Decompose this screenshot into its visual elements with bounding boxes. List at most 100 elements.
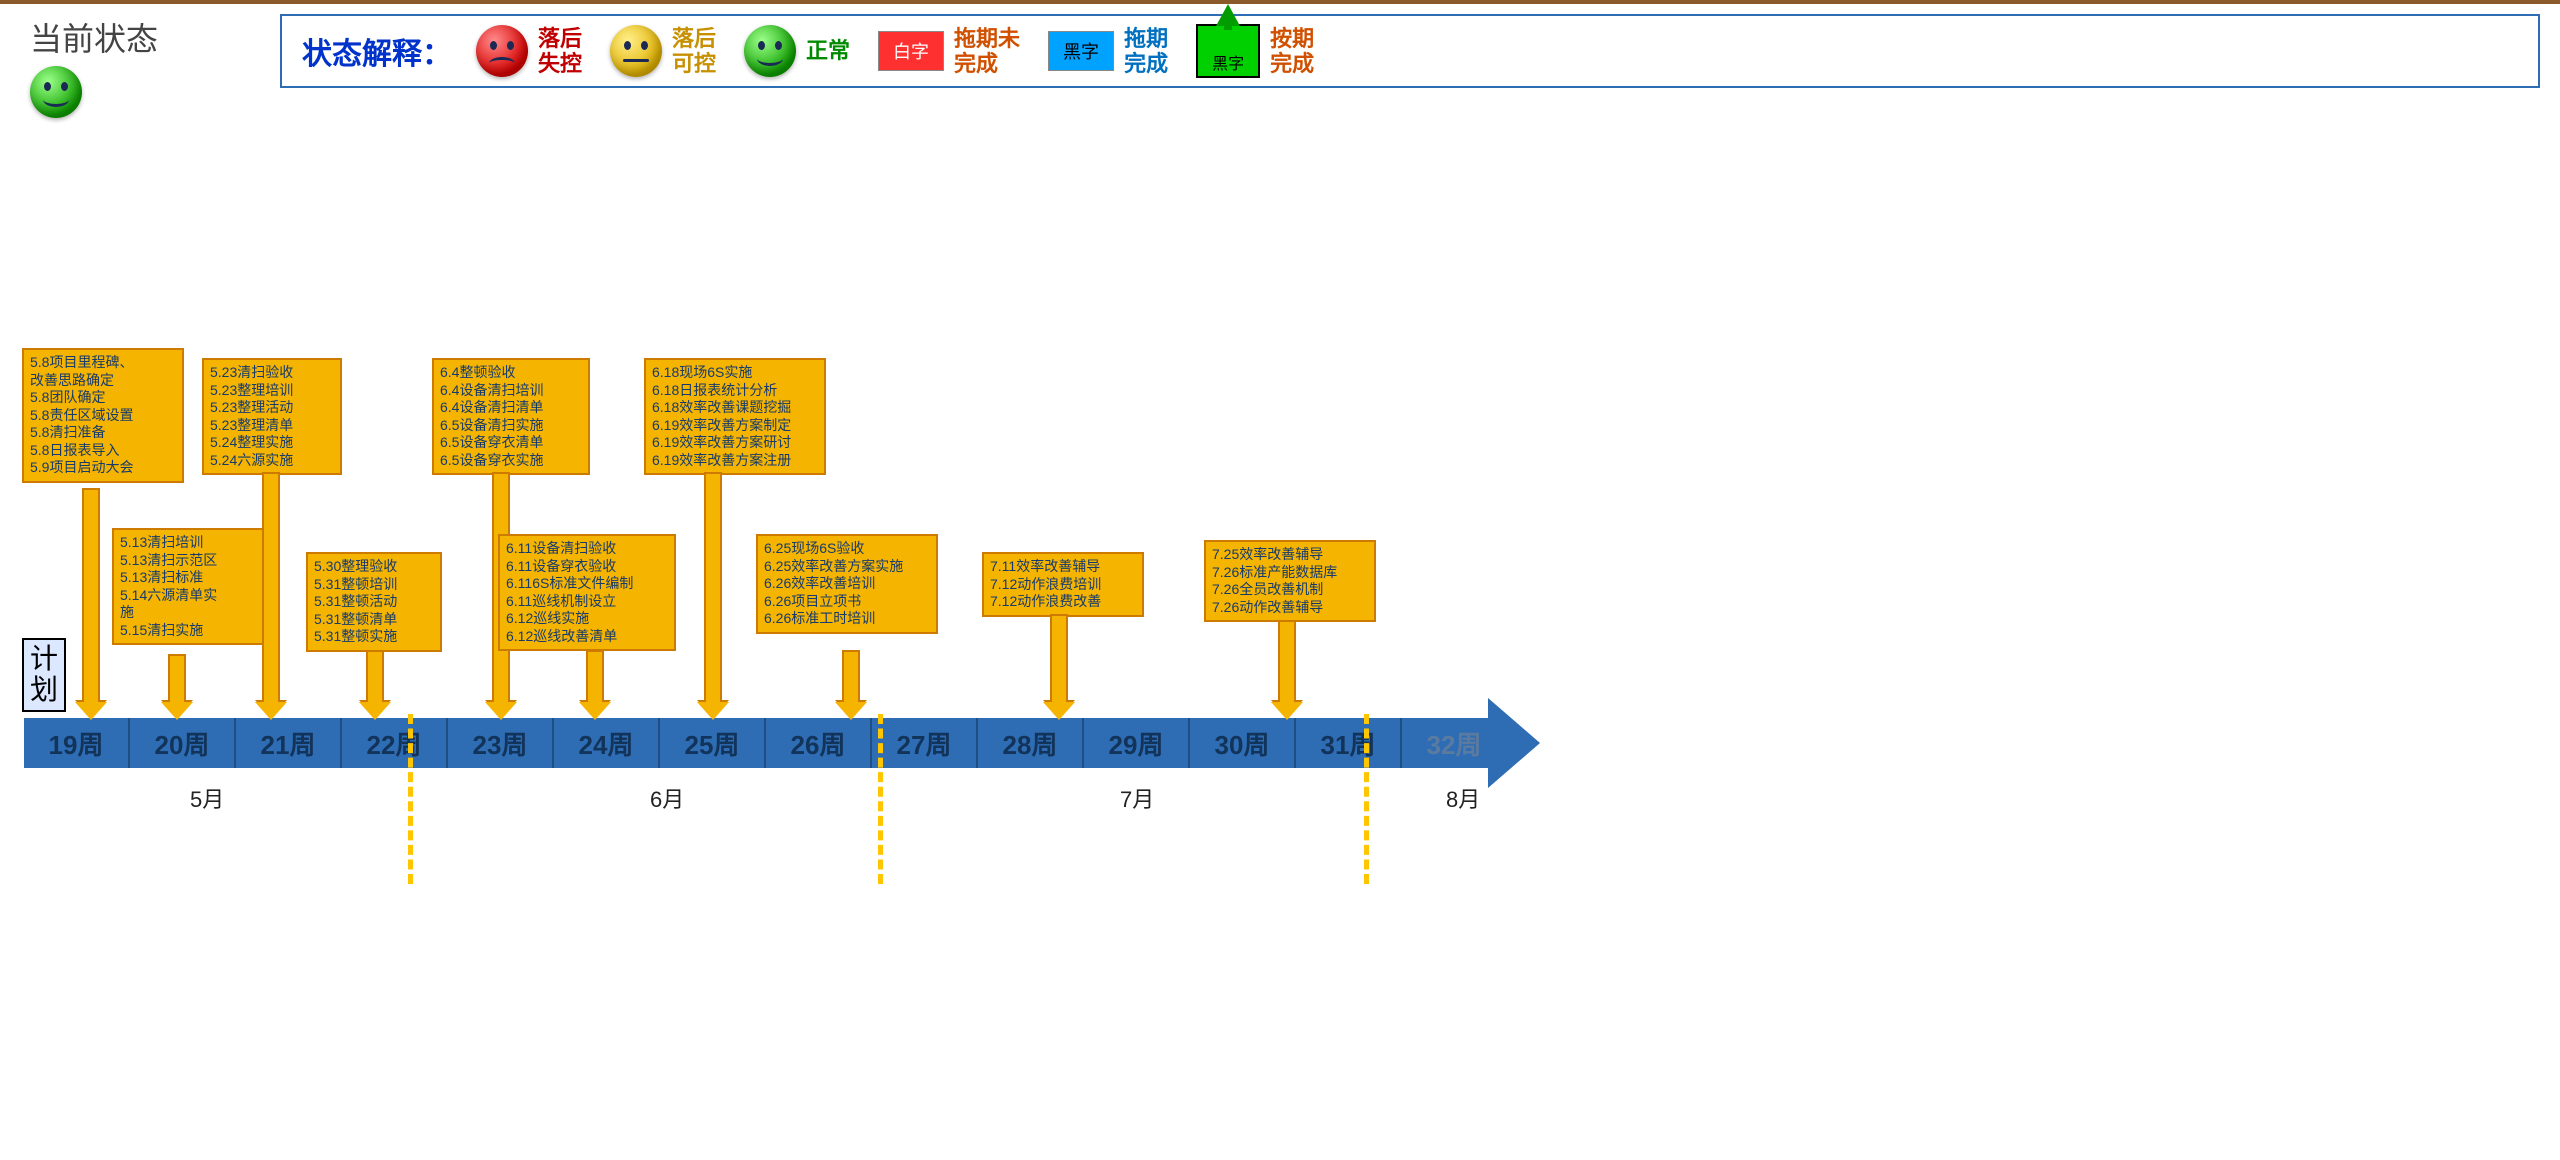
task-line: 5.24六源实施: [210, 452, 334, 470]
task-line: 6.4整顿验收: [440, 364, 582, 382]
task-line: 7.26动作改善辅导: [1212, 599, 1368, 617]
task-line: 5.8项目里程碑、: [30, 354, 176, 372]
task-line: 7.12动作浪费改善: [990, 593, 1136, 611]
task-line: 5.13清扫标准: [120, 569, 266, 587]
task-line: 5.13清扫培训: [120, 534, 266, 552]
legend-title: 状态解释：: [302, 29, 452, 73]
task-line: 6.25现场6S验收: [764, 540, 930, 558]
task-box: 5.8项目里程碑、改善思路确定5.8团队确定5.8责任区域设置5.8清扫准备5.…: [22, 348, 184, 483]
legend-text: 拖期未完成: [954, 26, 1020, 77]
task-line: 5.31整顿清单: [314, 611, 434, 629]
task-line: 6.19效率改善方案制定: [652, 417, 818, 435]
task-line: 6.116S标准文件编制: [506, 575, 668, 593]
connector-arrow-icon: [1050, 614, 1068, 704]
timeline-chart: 计 划 19周20周21周22周23周24周25周26周27周28周29周30周…: [10, 158, 1540, 778]
task-line: 5.8团队确定: [30, 389, 176, 407]
task-box: 7.11效率改善辅导7.12动作浪费培训7.12动作浪费改善: [982, 552, 1144, 617]
task-line: 5.31整顿活动: [314, 593, 434, 611]
connector-arrow-icon: [1278, 620, 1296, 704]
legend-item: 黑字拖期完成: [1048, 26, 1168, 77]
task-line: 6.26标准工时培训: [764, 610, 930, 628]
task-line: 7.12动作浪费培训: [990, 576, 1136, 594]
task-line: 6.12巡线实施: [506, 610, 668, 628]
task-line: 7.25效率改善辅导: [1212, 546, 1368, 564]
month-divider: [408, 714, 413, 884]
header: 当前状态 状态解释： 落后失控落后可控正常白字拖期未完成黑字拖期完成黑字按期完成: [0, 4, 2560, 128]
task-line: 6.11设备穿衣验收: [506, 558, 668, 576]
legend-text: 正常: [806, 38, 850, 63]
week-cell: 21周: [236, 718, 342, 768]
legend-text: 落后失控: [538, 26, 582, 77]
timeline-arrow-icon: [1488, 698, 1540, 788]
week-cell: 31周: [1296, 718, 1402, 768]
current-status-label: 当前状态: [30, 14, 260, 60]
connector-arrow-icon: [586, 650, 604, 704]
milestone-icon: 黑字: [1196, 24, 1260, 78]
week-cell: 30周: [1190, 718, 1296, 768]
legend-text: 拖期完成: [1124, 26, 1168, 77]
connector-arrow-icon: [842, 650, 860, 704]
task-box: 5.30整理验收5.31整顿培训5.31整顿活动5.31整顿清单5.31整顿实施: [306, 552, 442, 652]
connector-arrow-icon: [366, 650, 384, 704]
task-line: 6.11设备清扫验收: [506, 540, 668, 558]
week-cell: 29周: [1084, 718, 1190, 768]
task-box: 6.4整顿验收6.4设备清扫培训6.4设备清扫清单6.5设备清扫实施 6.5设备穿…: [432, 358, 590, 475]
connector-arrow-icon: [168, 654, 186, 704]
legend-item: 黑字按期完成: [1196, 24, 1314, 78]
current-status-face-icon: [30, 66, 82, 118]
task-line: 5.23整理清单: [210, 417, 334, 435]
task-box: 7.25效率改善辅导7.26标准产能数据库7.26全员改善机制7.26动作改善辅…: [1204, 540, 1376, 622]
task-line: 5.8清扫准备: [30, 424, 176, 442]
legend-item: 白字拖期未完成: [878, 26, 1020, 77]
task-line: 6.18日报表统计分析: [652, 382, 818, 400]
week-cell: 19周: [24, 718, 130, 768]
task-line: 7.26全员改善机制: [1212, 581, 1368, 599]
plan-label: 计 划: [22, 638, 66, 712]
task-line: 6.12巡线改善清单: [506, 628, 668, 646]
task-line: 5.31整顿培训: [314, 576, 434, 594]
legend-swatch: 白字: [878, 31, 944, 71]
task-line: 6.4设备清扫清单: [440, 399, 582, 417]
task-line: 6.5设备穿衣实施: [440, 452, 582, 470]
yellow-face-icon: [610, 25, 662, 77]
task-line: 6.18现场6S实施: [652, 364, 818, 382]
week-cell: 23周: [448, 718, 554, 768]
week-cell: 27周: [872, 718, 978, 768]
connector-arrow-icon: [82, 488, 100, 704]
week-cell: 26周: [766, 718, 872, 768]
task-line: 5.23整理活动: [210, 399, 334, 417]
task-line: 6.4设备清扫培训: [440, 382, 582, 400]
task-line: 5.24整理实施: [210, 434, 334, 452]
task-line: 5.31整顿实施: [314, 628, 434, 646]
month-label: 6月: [650, 782, 684, 814]
month-label: 5月: [190, 782, 224, 814]
task-line: 5.23整理培训: [210, 382, 334, 400]
task-line: 7.11效率改善辅导: [990, 558, 1136, 576]
connector-arrow-icon: [262, 472, 280, 704]
task-box: 5.23清扫验收5.23整理培训5.23整理活动5.23整理清单5.24整理实施…: [202, 358, 342, 475]
month-divider: [878, 714, 883, 884]
current-status: 当前状态: [30, 14, 260, 118]
legend-swatch: 黑字: [1048, 31, 1114, 71]
task-line: 6.25效率改善方案实施: [764, 558, 930, 576]
green-face-icon: [744, 25, 796, 77]
legend-text: 按期完成: [1270, 26, 1314, 77]
task-line: 6.5设备清扫实施: [440, 417, 582, 435]
month-label: 7月: [1120, 782, 1154, 814]
task-line: 5.14六源清单实: [120, 587, 266, 605]
task-line: 5.8日报表导入: [30, 442, 176, 460]
task-line: 6.19效率改善方案注册: [652, 452, 818, 470]
task-line: 5.9项目启动大会: [30, 459, 176, 477]
task-line: 5.15清扫实施: [120, 622, 266, 640]
task-line: 6.11巡线机制设立: [506, 593, 668, 611]
week-cell: 22周: [342, 718, 448, 768]
task-line: 5.23清扫验收: [210, 364, 334, 382]
task-line: 改善思路确定: [30, 372, 176, 390]
task-line: 6.26项目立项书: [764, 593, 930, 611]
task-line: 6.18效率改善课题挖掘: [652, 399, 818, 417]
week-cell: 28周: [978, 718, 1084, 768]
legend-item: 落后失控: [476, 25, 582, 77]
task-line: 7.26标准产能数据库: [1212, 564, 1368, 582]
week-cell: 25周: [660, 718, 766, 768]
task-line: 5.30整理验收: [314, 558, 434, 576]
